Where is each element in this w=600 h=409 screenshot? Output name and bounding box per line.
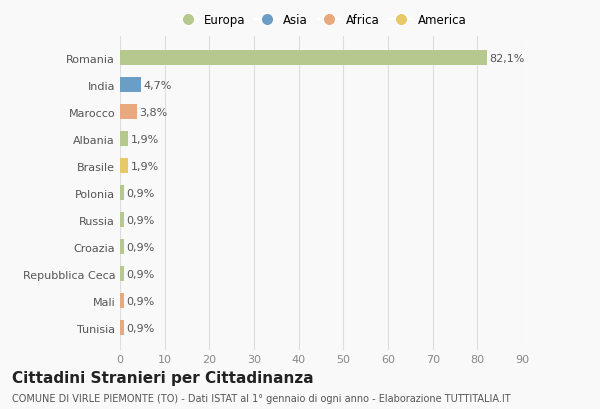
- Bar: [120, 240, 124, 254]
- Text: 0,9%: 0,9%: [126, 296, 155, 306]
- Text: 3,8%: 3,8%: [139, 108, 167, 117]
- Text: 0,9%: 0,9%: [126, 323, 155, 333]
- Bar: [120, 213, 124, 228]
- Bar: [120, 78, 141, 93]
- Text: COMUNE DI VIRLE PIEMONTE (TO) - Dati ISTAT al 1° gennaio di ogni anno - Elaboraz: COMUNE DI VIRLE PIEMONTE (TO) - Dati IST…: [12, 393, 511, 402]
- Bar: [120, 267, 124, 281]
- Text: 0,9%: 0,9%: [126, 269, 155, 279]
- Bar: [120, 132, 128, 147]
- Bar: [120, 105, 137, 120]
- Text: 82,1%: 82,1%: [489, 54, 524, 63]
- Text: 1,9%: 1,9%: [131, 161, 159, 171]
- Text: 0,9%: 0,9%: [126, 242, 155, 252]
- Text: Cittadini Stranieri per Cittadinanza: Cittadini Stranieri per Cittadinanza: [12, 370, 314, 385]
- Bar: [120, 159, 128, 174]
- Text: 0,9%: 0,9%: [126, 215, 155, 225]
- Legend: Europa, Asia, Africa, America: Europa, Asia, Africa, America: [173, 11, 469, 29]
- Bar: [120, 51, 487, 66]
- Bar: [120, 321, 124, 335]
- Bar: [120, 186, 124, 201]
- Text: 4,7%: 4,7%: [143, 81, 172, 90]
- Bar: [120, 294, 124, 308]
- Text: 1,9%: 1,9%: [131, 134, 159, 144]
- Text: 0,9%: 0,9%: [126, 188, 155, 198]
